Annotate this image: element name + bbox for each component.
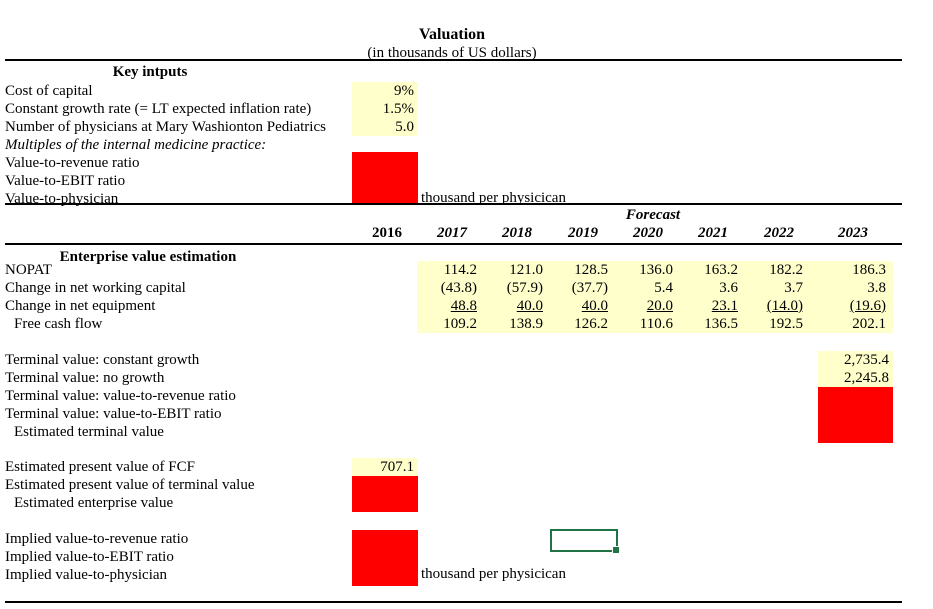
divider-table — [5, 243, 902, 245]
year-header-2019: 2019 — [568, 225, 598, 241]
row-label: Change in net equipment — [5, 298, 156, 314]
cell-fcf-2017[interactable]: 109.2 — [443, 316, 477, 332]
cell-tv-constant-growth[interactable]: 2,735.4 — [818, 351, 893, 369]
cell-fcf-2019[interactable]: 126.2 — [574, 316, 608, 332]
cell-fcf-2022[interactable]: 192.5 — [769, 316, 803, 332]
cell-nopat-2023[interactable]: 186.3 — [852, 262, 886, 278]
row-label: Implied value-to-revenue ratio — [5, 531, 189, 547]
year-header-2016: 2016 — [372, 225, 402, 241]
divider-bottom — [5, 601, 902, 603]
year-header-2023: 2023 — [838, 225, 868, 241]
row-label: Terminal value: constant growth — [5, 352, 200, 368]
enterprise-heading: Enterprise value estimation — [59, 249, 237, 265]
cell-equip-2019[interactable]: 40.0 — [581, 298, 608, 314]
cell-tv-no-growth[interactable]: 2,245.8 — [818, 369, 893, 387]
row-label: Free cash flow — [14, 316, 103, 332]
row-label: Number of physicians at Mary Washionton … — [5, 119, 326, 135]
cell-fcf-2018[interactable]: 138.9 — [509, 316, 543, 332]
row-label: Estimated terminal value — [14, 424, 164, 440]
divider-top — [5, 59, 902, 61]
cell-nopat-2022[interactable]: 182.2 — [769, 262, 803, 278]
row-label: NOPAT — [5, 262, 52, 278]
row-label: Cost of capital — [5, 83, 93, 99]
error-cells-multiples[interactable] — [352, 152, 418, 205]
error-cells-implied[interactable] — [352, 530, 418, 586]
unit-note: thousand per physicican — [421, 190, 566, 206]
selected-cell[interactable] — [550, 529, 620, 554]
row-label: Estimated present value of FCF — [5, 459, 195, 475]
row-label: Terminal value: value-to-EBIT ratio — [5, 406, 222, 422]
cell-nwc-2019[interactable]: (37.7) — [571, 280, 608, 296]
year-header-2017: 2017 — [437, 225, 467, 241]
cell-equip-2022[interactable]: (14.0) — [766, 298, 803, 314]
page-subtitle: (in thousands of US dollars) — [367, 45, 537, 61]
input-cell-num-physicians[interactable]: 5.0 — [352, 118, 418, 136]
input-cell-growth-rate[interactable]: 1.5% — [352, 100, 418, 118]
divider-forecast — [5, 203, 902, 205]
cell-nwc-2017[interactable]: (43.8) — [440, 280, 477, 296]
row-label: Estimated present value of terminal valu… — [5, 477, 255, 493]
cell-fcf-2023[interactable]: 202.1 — [852, 316, 886, 332]
cell-nopat-2019[interactable]: 128.5 — [574, 262, 608, 278]
page-title: Valuation — [418, 26, 486, 43]
unit-note: thousand per physicican — [421, 566, 566, 582]
row-label: Estimated enterprise value — [14, 495, 174, 511]
cell-nopat-2018[interactable]: 121.0 — [509, 262, 543, 278]
year-header-2020: 2020 — [633, 225, 663, 241]
error-cells-present-value[interactable] — [352, 476, 418, 512]
multiples-heading: Multiples of the internal medicine pract… — [5, 137, 267, 153]
cell-equip-2021[interactable]: 23.1 — [711, 298, 738, 314]
cell-nwc-2021[interactable]: 3.6 — [719, 280, 738, 296]
cell-equip-2023[interactable]: (19.6) — [849, 298, 886, 314]
row-label: Constant growth rate (= LT expected infl… — [5, 101, 312, 117]
cell-nwc-2020[interactable]: 5.4 — [654, 280, 673, 296]
row-label: Implied value-to-EBIT ratio — [5, 549, 174, 565]
cell-equip-2018[interactable]: 40.0 — [516, 298, 543, 314]
year-header-2018: 2018 — [502, 225, 532, 241]
cell-fcf-2020[interactable]: 110.6 — [639, 316, 673, 332]
cell-equip-2020[interactable]: 20.0 — [646, 298, 673, 314]
cell-nopat-2017[interactable]: 114.2 — [443, 262, 477, 278]
cell-pv-fcf[interactable]: 707.1 — [352, 458, 418, 476]
cell-equip-2017[interactable]: 48.8 — [450, 298, 477, 314]
cell-nwc-2022[interactable]: 3.7 — [784, 280, 803, 296]
input-cell-cost-of-capital[interactable]: 9% — [352, 82, 418, 100]
cell-nwc-2018[interactable]: (57.9) — [506, 280, 543, 296]
forecast-label: Forecast — [625, 207, 681, 223]
row-label: Terminal value: no growth — [5, 370, 165, 386]
enterprise-values-band — [417, 261, 893, 333]
cell-nopat-2021[interactable]: 163.2 — [704, 262, 738, 278]
cell-nwc-2023[interactable]: 3.8 — [867, 280, 886, 296]
row-label: Value-to-physician — [5, 191, 119, 207]
fill-handle[interactable] — [612, 546, 620, 554]
row-label: Value-to-EBIT ratio — [5, 173, 126, 189]
key-inputs-heading: Key intputs — [112, 64, 188, 80]
row-label: Value-to-revenue ratio — [5, 155, 140, 171]
row-label: Terminal value: value-to-revenue ratio — [5, 388, 236, 404]
row-label: Change in net working capital — [5, 280, 186, 296]
row-label: Implied value-to-physician — [5, 567, 168, 583]
cell-fcf-2021[interactable]: 136.5 — [704, 316, 738, 332]
year-header-2021: 2021 — [698, 225, 728, 241]
cell-nopat-2020[interactable]: 136.0 — [639, 262, 673, 278]
year-header-2022: 2022 — [764, 225, 794, 241]
error-cells-terminal[interactable] — [818, 387, 893, 443]
